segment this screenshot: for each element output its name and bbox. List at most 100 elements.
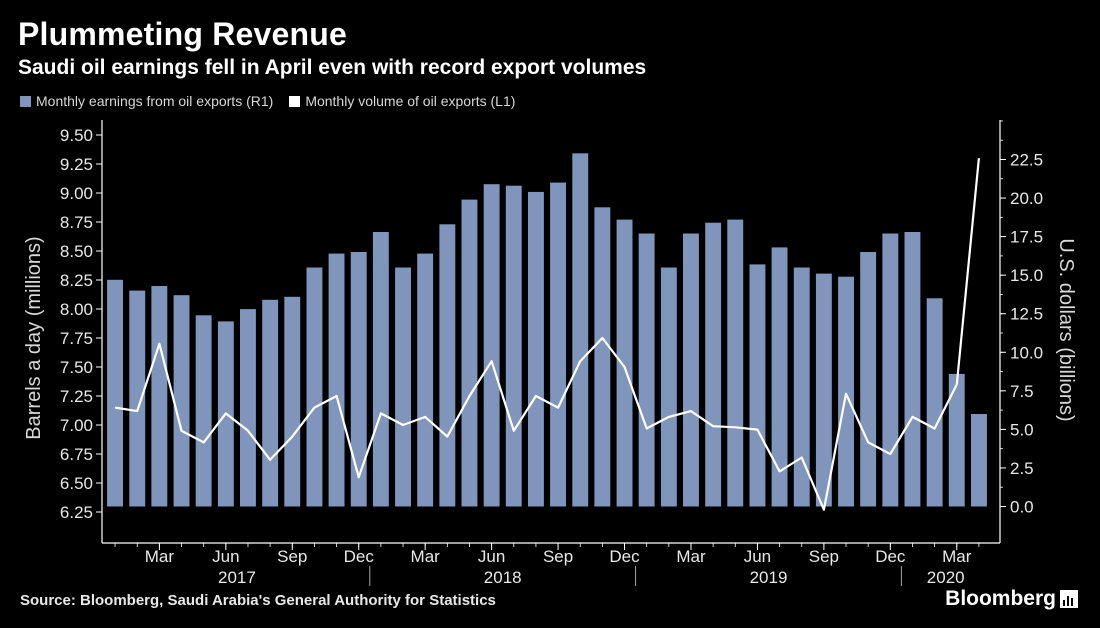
right-tick-label: 17.5 <box>1010 228 1043 247</box>
x-month-label: Dec <box>609 547 640 566</box>
earnings-bar <box>683 233 699 507</box>
earnings-bar <box>306 267 323 507</box>
right-tick-label: 0.0 <box>1010 498 1034 517</box>
x-month-label: Dec <box>875 547 906 566</box>
x-year-label: 2017 <box>218 568 256 587</box>
x-month-label: Sep <box>277 547 307 566</box>
left-tick-label: 8.75 <box>60 213 93 232</box>
earnings-bar <box>262 299 279 507</box>
earnings-bar <box>838 276 854 507</box>
legend-label-volume: Monthly volume of oil exports (L1) <box>305 93 516 109</box>
left-axis-title: Barrels a day (millions) <box>23 236 45 439</box>
earnings-bar <box>528 191 544 507</box>
earnings-bar <box>660 267 677 507</box>
earnings-bar <box>505 185 522 507</box>
earnings-bar <box>328 253 345 507</box>
left-tick-label: 7.75 <box>60 329 93 348</box>
earnings-bar <box>129 290 146 507</box>
legend: Monthly earnings from oil exports (R1) M… <box>20 93 515 109</box>
left-tick-label: 9.00 <box>60 184 93 203</box>
earnings-bar <box>240 309 256 507</box>
x-month-label: Mar <box>411 547 441 566</box>
earnings-bar <box>638 233 655 507</box>
x-year-label: 2020 <box>927 568 965 587</box>
left-tick-label: 8.50 <box>60 242 93 261</box>
earnings-bar <box>372 232 389 507</box>
x-axis: Mar Jun Sep Dec Mar Jun Sep Dec Mar Jun Sep Dec Mar 2… <box>102 542 1000 587</box>
earnings-bar <box>417 253 434 507</box>
left-tick-label: 6.50 <box>60 474 93 493</box>
x-year-label: 2018 <box>484 568 522 587</box>
earnings-bars <box>107 153 987 507</box>
chart-subtitle: Saudi oil earnings fell in April even wi… <box>18 56 647 79</box>
right-tick-label: 20.0 <box>1010 189 1043 208</box>
earnings-bar <box>572 153 589 507</box>
earnings-bar <box>395 267 411 507</box>
right-axis: 0.0 2.5 5.0 7.5 10.0 12.5 15.0 17.5 20.0 22.5 <box>999 120 1043 543</box>
earnings-bar <box>727 219 744 507</box>
volume-line-layer <box>114 158 980 511</box>
right-tick-label: 22.5 <box>1010 151 1043 170</box>
earnings-bar <box>550 182 566 507</box>
volume-swatch <box>289 95 301 107</box>
left-tick-label: 7.25 <box>60 387 93 406</box>
earnings-bar <box>749 264 766 507</box>
x-year-label: 2019 <box>750 568 788 587</box>
earnings-bar <box>107 279 123 507</box>
x-month-label: Mar <box>145 547 175 566</box>
right-tick-label: 7.5 <box>1010 382 1034 401</box>
earnings-bar <box>926 298 943 507</box>
earnings-bar <box>594 207 611 507</box>
earnings-bar <box>882 233 899 507</box>
left-tick-label: 7.00 <box>60 416 93 435</box>
x-month-label: Jun <box>478 547 505 566</box>
left-tick-label: 8.00 <box>60 300 93 319</box>
right-tick-label: 5.0 <box>1010 420 1034 439</box>
earnings-bar <box>195 315 212 507</box>
left-tick-label: 9.25 <box>60 155 93 174</box>
bloomberg-terminal-icon <box>1060 590 1078 608</box>
right-tick-label: 10.0 <box>1010 343 1043 362</box>
earnings-bar <box>173 295 190 507</box>
left-tick-label: 9.50 <box>60 126 93 145</box>
x-month-label: Sep <box>543 547 573 566</box>
right-tick-label: 15.0 <box>1010 266 1043 285</box>
source-note: Source: Bloomberg, Saudi Arabia's Genera… <box>20 592 496 609</box>
left-axis: 6.25 6.50 6.75 7.00 7.25 7.50 7.75 8.00 8.25 8.50… <box>60 120 103 543</box>
right-axis-title: U.S. dollars (billions) <box>1055 238 1077 421</box>
right-tick-label: 2.5 <box>1010 459 1034 478</box>
bloomberg-logo: Bloomberg <box>945 587 1078 611</box>
earnings-bar <box>461 199 478 507</box>
earnings-bar <box>616 219 633 507</box>
left-tick-label: 7.50 <box>60 358 93 377</box>
x-month-label: Mar <box>942 547 972 566</box>
earnings-bar <box>284 296 301 507</box>
right-tick-label: 12.5 <box>1010 305 1043 324</box>
x-month-label: Dec <box>344 547 375 566</box>
x-month-label: Mar <box>676 547 706 566</box>
left-tick-label: 8.25 <box>60 271 93 290</box>
earnings-bar <box>439 224 456 507</box>
chart-title: Plummeting Revenue <box>18 16 348 52</box>
earnings-bar <box>904 232 921 507</box>
earnings-bar <box>350 252 367 507</box>
left-tick-label: 6.75 <box>60 445 93 464</box>
legend-item-earnings: Monthly earnings from oil exports (R1) <box>20 93 273 109</box>
earnings-bar <box>483 184 500 507</box>
earnings-bar <box>971 414 987 507</box>
legend-item-volume: Monthly volume of oil exports (L1) <box>289 93 515 109</box>
legend-label-earnings: Monthly earnings from oil exports (R1) <box>36 93 274 109</box>
earnings-bar <box>948 373 965 507</box>
x-month-label: Sep <box>809 547 839 566</box>
earnings-bar <box>793 267 810 507</box>
earnings-bar <box>705 222 722 507</box>
volume-line <box>114 158 980 511</box>
brand-text: Bloomberg <box>945 587 1056 610</box>
left-tick-label: 6.25 <box>60 503 93 522</box>
earnings-bar <box>151 286 168 507</box>
x-month-label: Jun <box>744 547 771 566</box>
x-month-label: Jun <box>212 547 239 566</box>
earnings-bar <box>860 252 877 507</box>
earnings-bar <box>771 247 788 507</box>
